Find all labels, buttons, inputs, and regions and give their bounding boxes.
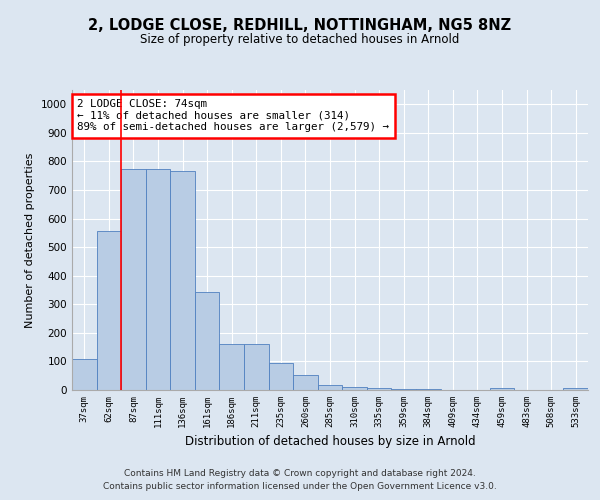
Text: 2, LODGE CLOSE, REDHILL, NOTTINGHAM, NG5 8NZ: 2, LODGE CLOSE, REDHILL, NOTTINGHAM, NG5…: [88, 18, 512, 32]
Bar: [490, 388, 514, 390]
Bar: [146, 168, 170, 390]
Y-axis label: Number of detached properties: Number of detached properties: [25, 152, 35, 328]
Text: Contains public sector information licensed under the Open Government Licence v3: Contains public sector information licen…: [103, 482, 497, 491]
X-axis label: Distribution of detached houses by size in Arnold: Distribution of detached houses by size …: [185, 436, 475, 448]
Bar: [342, 386, 367, 390]
Text: 2 LODGE CLOSE: 74sqm
← 11% of detached houses are smaller (314)
89% of semi-deta: 2 LODGE CLOSE: 74sqm ← 11% of detached h…: [77, 99, 389, 132]
Bar: [367, 388, 391, 390]
Bar: [72, 358, 97, 390]
Bar: [244, 344, 269, 390]
Bar: [318, 385, 342, 390]
Bar: [121, 168, 146, 390]
Text: Size of property relative to detached houses in Arnold: Size of property relative to detached ho…: [140, 32, 460, 46]
Bar: [391, 388, 416, 390]
Bar: [195, 292, 220, 390]
Bar: [97, 230, 121, 390]
Bar: [220, 344, 244, 390]
Bar: [563, 388, 588, 390]
Bar: [416, 388, 440, 390]
Text: Contains HM Land Registry data © Crown copyright and database right 2024.: Contains HM Land Registry data © Crown c…: [124, 468, 476, 477]
Bar: [269, 363, 293, 390]
Bar: [170, 172, 195, 390]
Bar: [293, 375, 318, 390]
